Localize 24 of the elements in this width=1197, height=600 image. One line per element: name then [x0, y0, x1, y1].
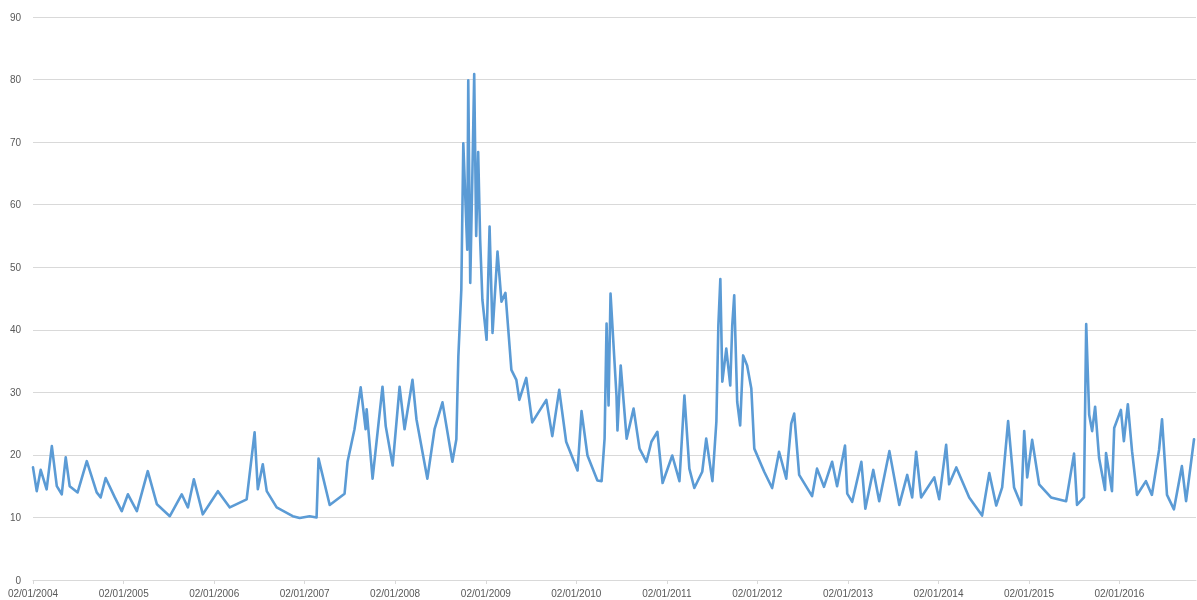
x-tick-label: 02/01/2013 [822, 587, 874, 599]
x-tick-label: 02/01/2016 [1094, 587, 1145, 599]
y-tick-label: 40 [9, 324, 22, 336]
y-tick-label: 60 [9, 199, 22, 211]
x-tick-label: 02/01/2014 [913, 587, 964, 599]
x-tick-label: 02/01/2011 [642, 587, 692, 599]
y-tick-label: 10 [9, 511, 22, 523]
x-tick-label: 02/01/2008 [370, 587, 421, 599]
x-tick-label: 02/01/2010 [551, 587, 602, 599]
y-tick-label: 90 [9, 11, 22, 23]
y-tick-label: 30 [9, 386, 22, 398]
x-tick-label: 02/01/2009 [460, 587, 512, 599]
y-tick-label: 70 [9, 136, 22, 148]
y-tick-label: 50 [9, 261, 22, 273]
x-tick-label: 02/01/2005 [98, 587, 150, 599]
x-tick-label: 02/01/2012 [732, 587, 783, 599]
line-series [31, 72, 1196, 520]
y-tick-label: 80 [9, 74, 22, 86]
x-tick-label: 02/01/2004 [7, 587, 59, 599]
y-tick-label: 0 [15, 574, 22, 586]
x-tick-label: 02/01/2007 [279, 587, 331, 599]
y-tick-label: 20 [9, 449, 22, 461]
x-tick-label: 02/01/2015 [1003, 587, 1055, 599]
x-tick-label: 02/01/2006 [189, 587, 240, 599]
